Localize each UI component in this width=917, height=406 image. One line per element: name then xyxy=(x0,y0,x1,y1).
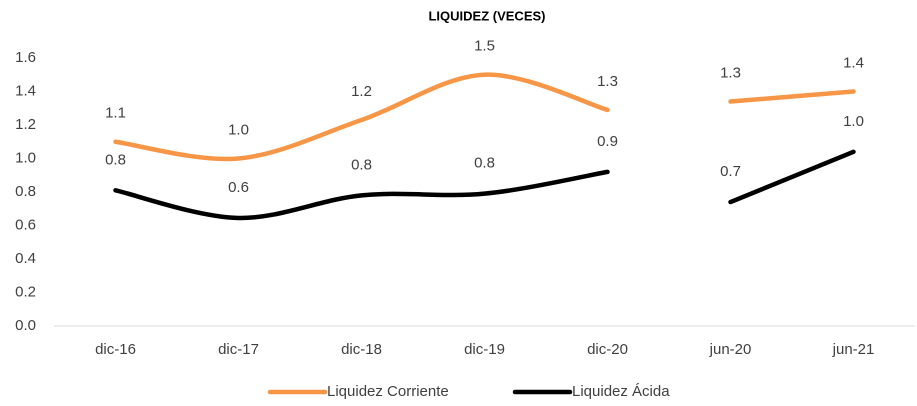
series-line xyxy=(113,72,610,162)
y-tick-label: 1.6 xyxy=(15,49,36,66)
data-label: 1.4 xyxy=(843,54,864,71)
x-tick-label: dic-16 xyxy=(95,341,136,358)
legend-label: Liquidez Corriente xyxy=(327,383,449,400)
x-tick-label: jun-21 xyxy=(832,341,875,358)
data-label: 0.6 xyxy=(228,179,249,196)
data-label: 1.5 xyxy=(474,38,495,55)
series-line xyxy=(728,149,856,205)
series-line xyxy=(728,89,856,104)
data-label: 1.2 xyxy=(351,83,372,100)
data-label: 1.0 xyxy=(843,113,864,130)
data-label: 1.0 xyxy=(228,121,249,138)
data-label: 0.8 xyxy=(351,156,372,173)
y-tick-label: 1.2 xyxy=(15,116,36,133)
data-label: 0.8 xyxy=(474,155,495,172)
series-line xyxy=(113,169,610,221)
data-label: 1.1 xyxy=(105,105,126,122)
data-label: 1.3 xyxy=(720,65,741,82)
chart-title: LIQUIDEZ (VECES) xyxy=(428,8,545,23)
legend-label: Liquidez Ácida xyxy=(572,383,670,400)
data-label: 0.8 xyxy=(105,151,126,168)
x-tick-label: dic-20 xyxy=(587,341,628,358)
x-tick-label: jun-20 xyxy=(709,341,752,358)
x-tick-label: dic-18 xyxy=(341,341,382,358)
data-label: 1.3 xyxy=(597,73,618,90)
y-tick-label: 0.0 xyxy=(15,317,36,334)
x-tick-label: dic-19 xyxy=(464,341,505,358)
data-label: 0.7 xyxy=(720,163,741,180)
y-tick-label: 1.0 xyxy=(15,149,36,166)
y-tick-label: 0.6 xyxy=(15,216,36,233)
y-tick-label: 0.4 xyxy=(15,250,36,267)
data-label: 0.9 xyxy=(597,133,618,150)
y-tick-label: 0.2 xyxy=(15,283,36,300)
y-tick-label: 0.8 xyxy=(15,183,36,200)
y-tick-label: 1.4 xyxy=(15,82,36,99)
x-tick-label: dic-17 xyxy=(218,341,259,358)
